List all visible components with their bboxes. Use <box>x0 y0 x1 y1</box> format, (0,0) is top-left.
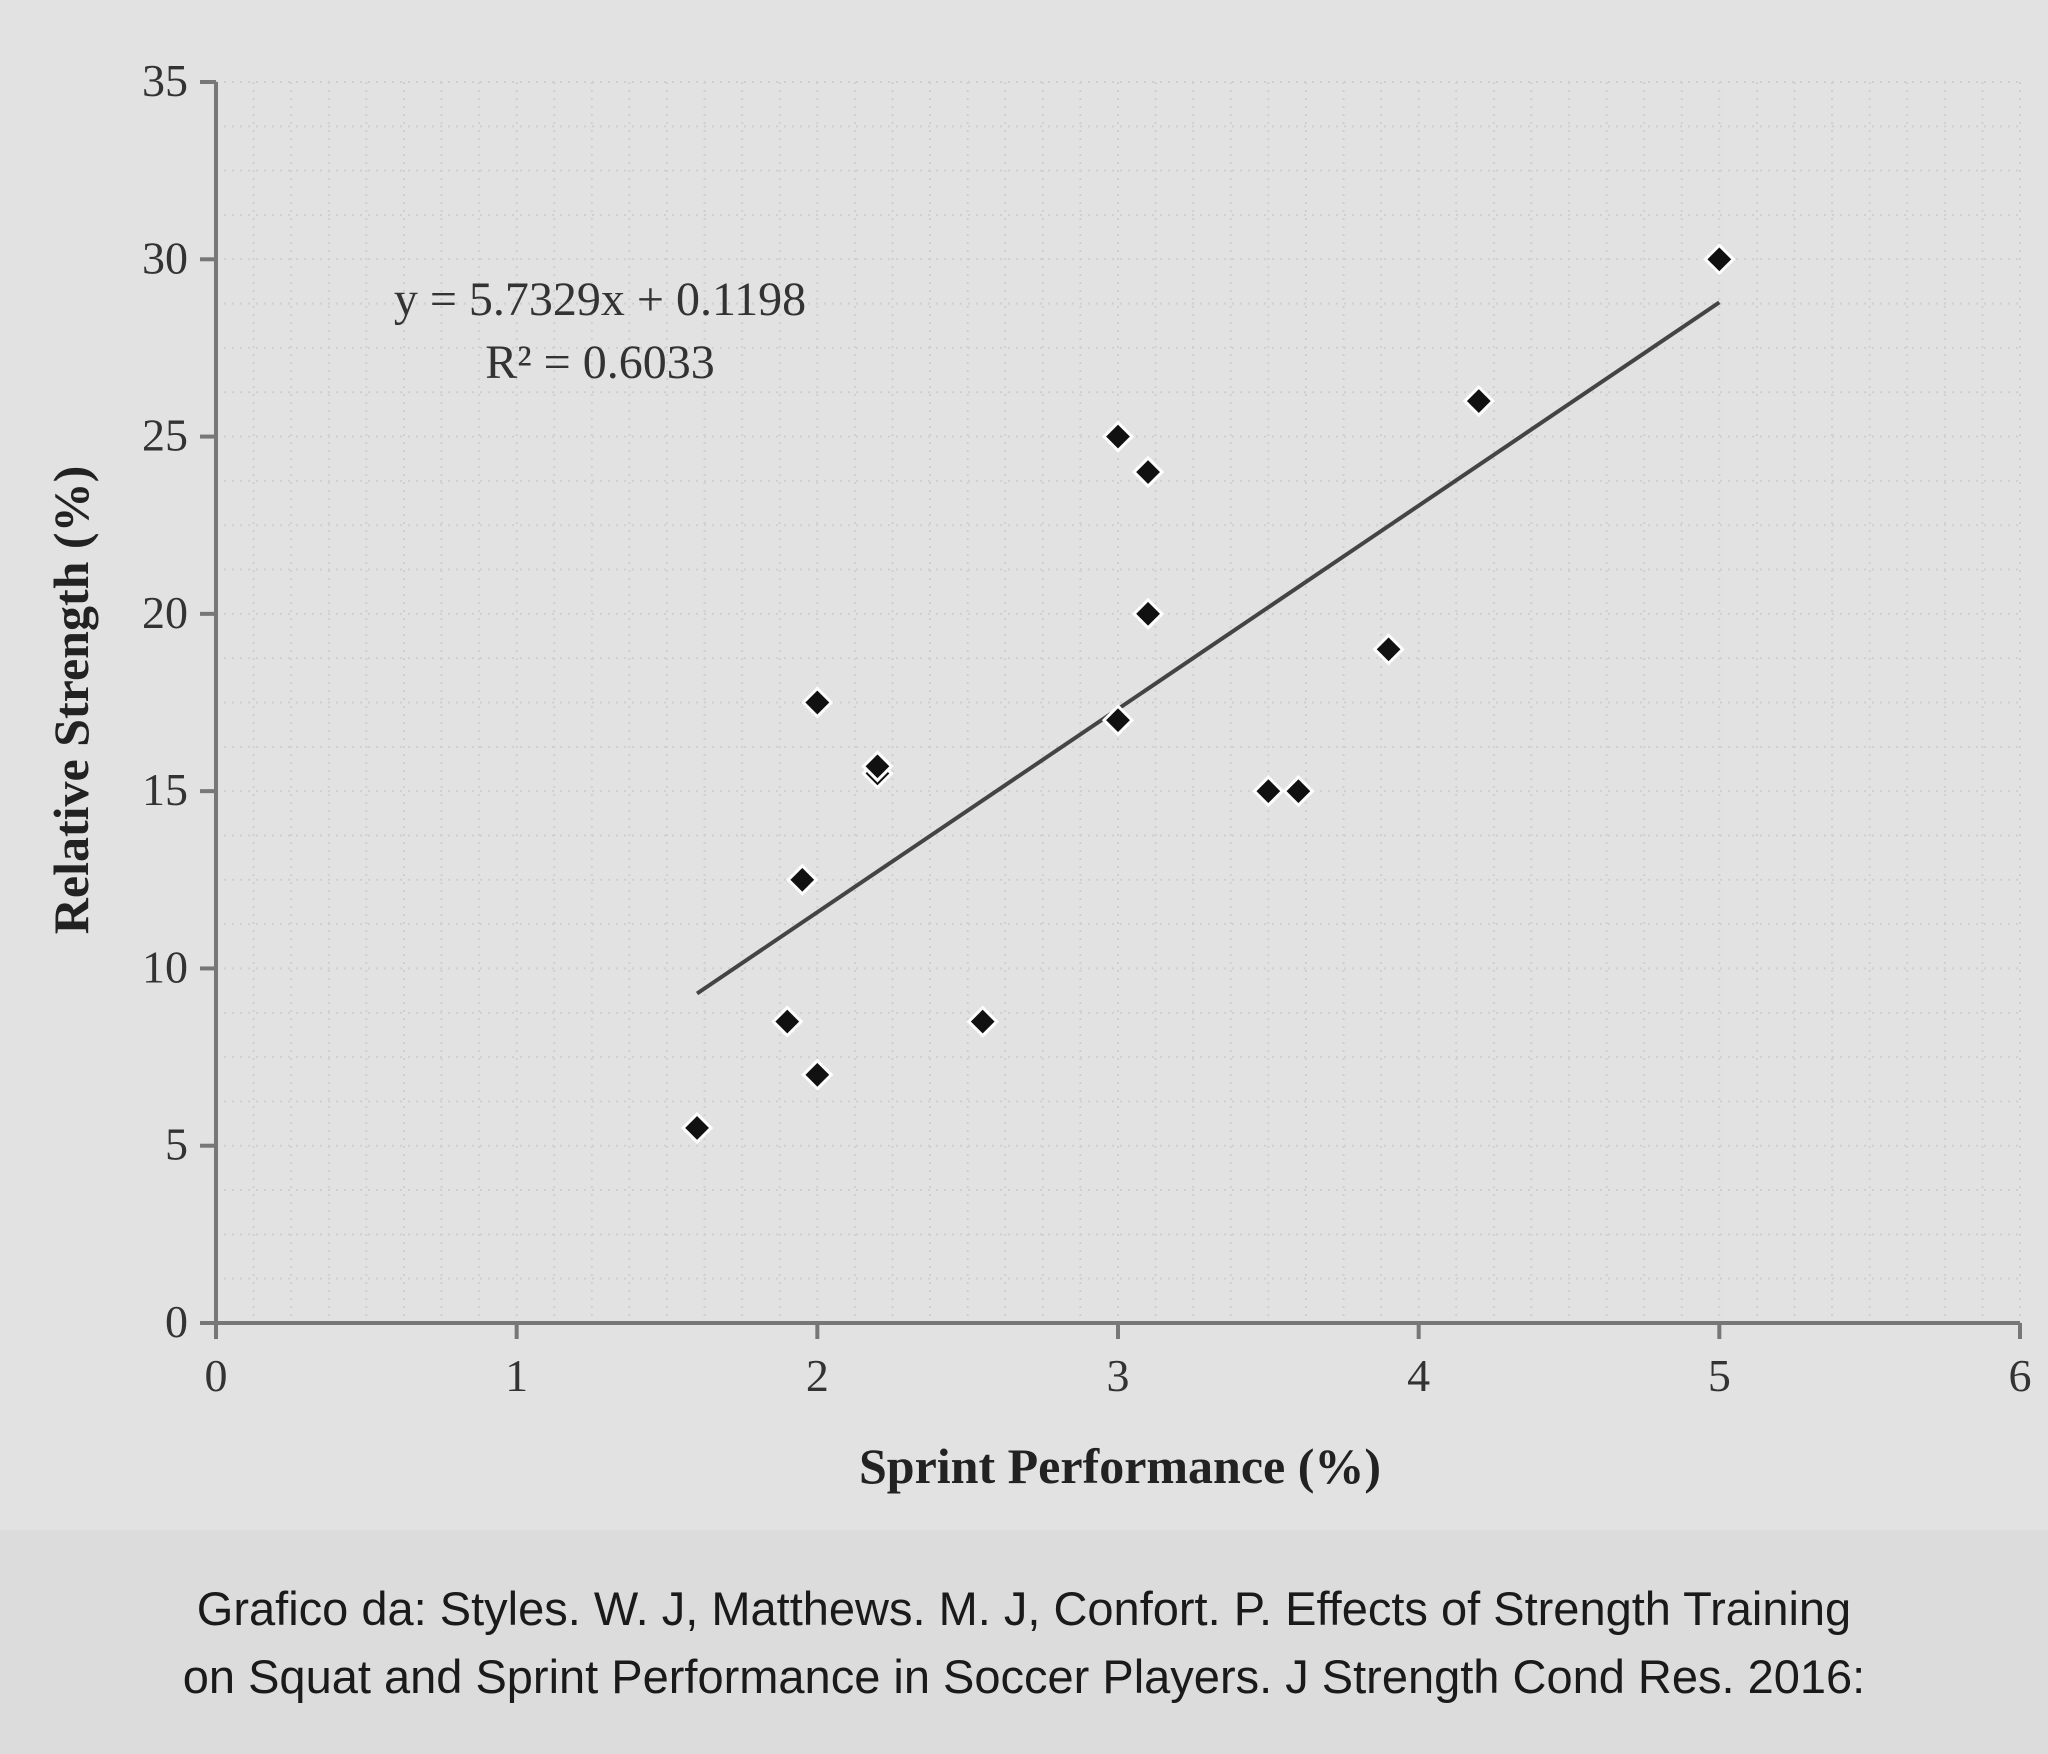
y-tick-label: 15 <box>142 764 188 815</box>
axis-layer <box>200 80 2022 1339</box>
trendline-equation: y = 5.7329x + 0.1198 <box>394 273 806 326</box>
label-layer: 0 5 10 15 20 25 30 35 0 1 2 3 4 5 6 <box>142 55 2032 1401</box>
y-tick-label: 5 <box>165 1119 188 1170</box>
data-point-marker <box>1703 243 1736 276</box>
y-tick-label: 10 <box>142 941 188 992</box>
x-tick-label: 0 <box>205 1350 228 1401</box>
trendline <box>695 300 1721 996</box>
data-point-marker <box>966 1005 999 1038</box>
data-point-marker <box>771 1005 804 1038</box>
caption-line-2: on Squat and Sprint Performance in Socce… <box>182 1650 1866 1703</box>
x-tick-label: 1 <box>505 1350 528 1401</box>
data-point-marker <box>1372 633 1405 666</box>
data-point-marker <box>1101 420 1135 453</box>
trend-layer <box>695 300 1721 996</box>
data-point-marker <box>1131 455 1165 489</box>
x-tick-label: 3 <box>1107 1350 1130 1401</box>
x-tick-label: 5 <box>1708 1350 1731 1401</box>
chart-frame: 0 5 10 15 20 25 30 35 0 1 2 3 4 5 6 y = 5.7329x + 0.11… <box>43 55 2032 1494</box>
grid-layer <box>215 81 2021 1324</box>
y-tick-label: 0 <box>165 1296 188 1347</box>
data-point-marker <box>786 863 819 896</box>
y-tick-label: 25 <box>142 410 188 461</box>
data-point-marker <box>1131 597 1165 630</box>
point-layer <box>680 243 1736 1145</box>
data-point-marker <box>801 1058 834 1091</box>
data-point-marker <box>1462 384 1495 418</box>
y-tick-label: 35 <box>142 55 188 106</box>
data-point-marker <box>801 686 834 719</box>
y-axis-title: Relative Strength (%) <box>43 466 99 934</box>
data-point-marker <box>1282 775 1315 808</box>
data-point-marker <box>1252 775 1285 808</box>
x-tick-label: 6 <box>2009 1350 2032 1401</box>
x-tick-label: 2 <box>806 1350 829 1401</box>
figure-caption: Grafico da: Styles. W. J, Matthews. M. J… <box>0 1575 2048 1711</box>
data-point-marker <box>1101 704 1135 737</box>
y-tick-label: 20 <box>142 587 188 638</box>
x-tick-label: 4 <box>1407 1350 1430 1401</box>
trendline-r-squared: R² = 0.6033 <box>485 336 714 389</box>
caption-line-1: Grafico da: Styles. W. J, Matthews. M. J… <box>196 1582 1852 1635</box>
data-point-marker <box>680 1111 714 1145</box>
data-point-marker <box>861 750 894 783</box>
x-axis-title: Sprint Performance (%) <box>859 1438 1381 1494</box>
scatter-chart: 0 5 10 15 20 25 30 35 0 1 2 3 4 5 6 y = 5.7329x + 0.11… <box>43 55 2032 1494</box>
y-tick-label: 30 <box>142 232 188 283</box>
